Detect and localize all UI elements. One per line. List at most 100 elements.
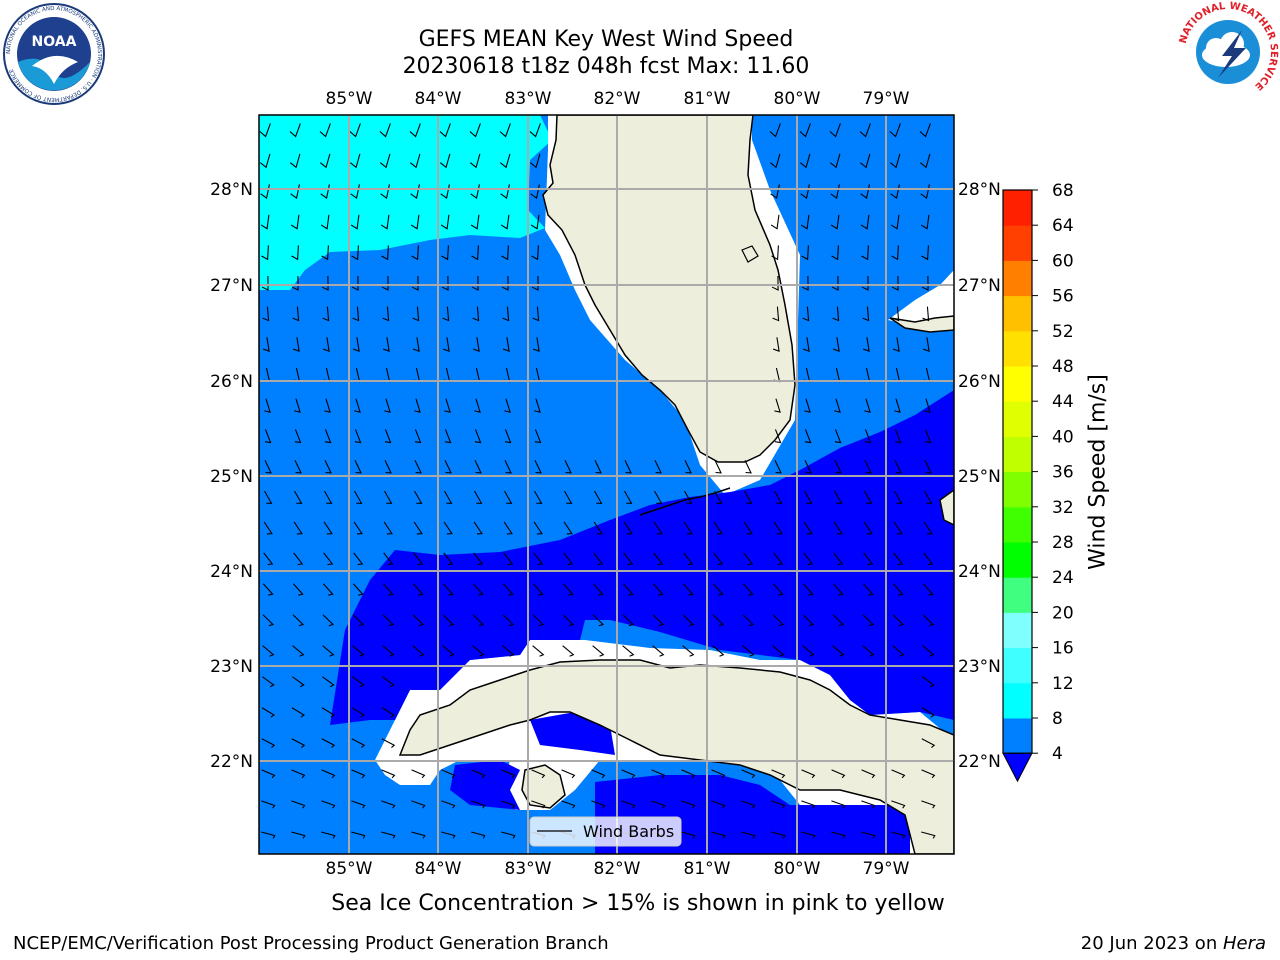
wind-barb: [891, 245, 899, 261]
wind-barb: [891, 831, 906, 839]
wind-barb: [262, 583, 274, 596]
wind-barb: [351, 707, 365, 718]
lat-label: 25°N: [958, 467, 1001, 487]
lon-label: 80°W: [774, 859, 821, 879]
wind-barb: [803, 552, 814, 566]
wind-band-under-4-gulf: [450, 760, 520, 810]
wind-barb: [471, 831, 486, 839]
wind-barb: [442, 306, 450, 322]
wind-barb: [534, 460, 542, 474]
colorbar-tick-label: 16: [1052, 639, 1074, 659]
colorbar-segment: [1003, 366, 1032, 402]
wind-barb: [381, 769, 396, 779]
wind-barb: [862, 306, 870, 322]
wind-barb: [684, 490, 693, 504]
colorbar-segment: [1003, 436, 1032, 473]
wind-barb: [409, 153, 421, 169]
wind-barb: [801, 769, 816, 779]
wind-barb: [474, 460, 482, 474]
wind-barb: [381, 245, 389, 261]
wind-barb: [321, 800, 336, 809]
wind-barb: [354, 490, 363, 504]
wind-barb: [259, 123, 271, 138]
wind-barb: [802, 645, 815, 657]
wind-barb: [831, 831, 846, 839]
wind-barb: [802, 583, 814, 596]
wind-barb: [743, 552, 754, 566]
wind-barb: [622, 583, 634, 596]
wind-barb: [774, 429, 782, 444]
wind-barb: [564, 460, 572, 474]
wind-barb: [803, 521, 813, 535]
wind-barb: [804, 398, 811, 413]
wind-barb: [381, 738, 396, 748]
wind-barb: [384, 460, 392, 474]
wind-barb: [892, 614, 905, 627]
wind-barb: [352, 614, 365, 627]
wind-barb: [832, 306, 840, 322]
wind-barb: [352, 645, 365, 657]
lat-label: 24°N: [958, 562, 1001, 582]
wind-barb: [292, 337, 300, 352]
wind-barb: [863, 552, 874, 566]
land-cuba: [398, 659, 954, 854]
wind-barb: [380, 214, 390, 230]
wind-barb: [501, 769, 516, 779]
wind-barb: [532, 645, 545, 657]
wind-barb: [774, 490, 783, 504]
wind-barb: [742, 583, 754, 596]
wind-barb: [654, 490, 663, 504]
land-florida: [542, 115, 796, 463]
wind-barb: [891, 275, 899, 291]
wind-barb: [351, 831, 366, 839]
wind-barb: [712, 614, 725, 627]
wind-barb: [320, 214, 330, 230]
wind-barb: [412, 337, 420, 352]
wind-barb: [322, 583, 334, 596]
wind-barb: [442, 645, 455, 657]
wind-barb: [261, 275, 269, 291]
wind-barb: [741, 769, 756, 779]
wind-barb: [472, 337, 480, 352]
wind-barb: [414, 398, 421, 413]
colorbar-segment: [1003, 506, 1032, 543]
wind-barb: [592, 645, 605, 657]
wind-barb: [530, 214, 540, 230]
lat-label: 22°N: [210, 752, 253, 772]
wind-barb: [801, 245, 809, 261]
wind-barb: [504, 398, 511, 413]
lon-label: 84°W: [415, 859, 462, 879]
wind-barb: [772, 614, 785, 627]
map-legend[interactable]: Wind Barbs: [529, 816, 682, 847]
wind-barb: [924, 398, 931, 413]
wind-barb: [291, 707, 305, 718]
colorbar-tick-label: 40: [1052, 427, 1074, 447]
wind-barb: [859, 123, 871, 138]
wind-barb: [291, 800, 306, 809]
wind-barb: [651, 769, 666, 779]
colorbar-tick-label: 4: [1052, 744, 1063, 764]
wind-barb: [324, 460, 332, 474]
wind-barb: [804, 460, 812, 474]
wind-barb: [441, 245, 449, 261]
colorbar-segment: [1003, 718, 1032, 754]
colorbar-segment: [1003, 577, 1032, 613]
wind-barb: [711, 769, 726, 779]
wind-barb: [744, 490, 753, 504]
wind-barb: [563, 552, 574, 566]
wind-barb: [322, 306, 330, 322]
wind-barb: [712, 583, 724, 596]
wind-barb: [529, 153, 541, 169]
wind-barb: [474, 490, 483, 504]
wind-barb: [440, 214, 450, 230]
wind-barb: [442, 614, 455, 627]
wind-barb: [504, 460, 512, 474]
wind-barb: [864, 460, 872, 474]
wind-barb: [622, 645, 635, 657]
lake-okeechobee: [741, 245, 759, 263]
colorbar-tick-label: 12: [1052, 674, 1074, 694]
wind-barb: [864, 490, 873, 504]
wind-barb: [894, 429, 902, 444]
wind-barb: [499, 153, 511, 169]
